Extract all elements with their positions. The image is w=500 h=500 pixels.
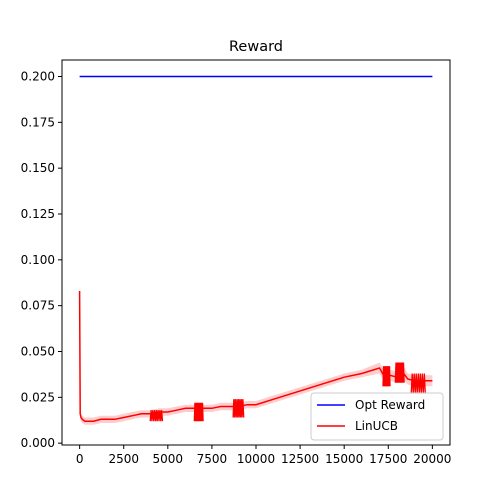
x-tick-label: 20000 (413, 452, 451, 466)
y-tick-label: 0.175 (21, 115, 55, 129)
series-line-linucb (78, 290, 433, 422)
plot-frame (61, 59, 451, 446)
y-tick-label: 0.000 (21, 436, 55, 450)
y-axis: 0.000 0.025 0.050 0.075 0.100 0.125 0.150 0.175… (21, 70, 62, 450)
x-tick-label: 15000 (325, 452, 363, 466)
y-tick-label: 0.075 (21, 299, 55, 313)
legend-label-linucb: LinUCB (355, 419, 398, 433)
x-axis: 0 2500 5000 7500 10000 12500 15000 17500 20000 (76, 445, 451, 466)
chart-title: Reward (229, 39, 283, 55)
x-tick-label: 17500 (369, 452, 407, 466)
legend: Opt Reward LinUCB (310, 392, 444, 441)
linucb-oscillation-3 (382, 366, 391, 387)
linucb-oscillation-2 (232, 399, 245, 418)
linucb-oscillation-1 (193, 402, 204, 422)
y-tick-label: 0.150 (21, 161, 55, 175)
y-tick-label: 0.200 (21, 70, 55, 84)
x-tick-label: 5000 (153, 452, 184, 466)
x-tick-label: 12500 (281, 452, 319, 466)
x-tick-label: 7500 (197, 452, 228, 466)
y-tick-label: 0.050 (21, 345, 55, 359)
y-tick-label: 0.025 (21, 390, 55, 404)
legend-label-opt-reward: Opt Reward (355, 398, 425, 412)
x-tick-label: 2500 (108, 452, 139, 466)
y-tick-label: 0.100 (21, 253, 55, 267)
y-tick-label: 0.125 (21, 207, 55, 221)
linucb-oscillation-0 (149, 410, 164, 422)
linucb-oscillation-4 (394, 362, 405, 383)
x-tick-label: 10000 (237, 452, 275, 466)
linucb-oscillation-5 (410, 373, 426, 394)
plot-area (78, 75, 433, 425)
x-tick-label: 0 (76, 452, 84, 466)
